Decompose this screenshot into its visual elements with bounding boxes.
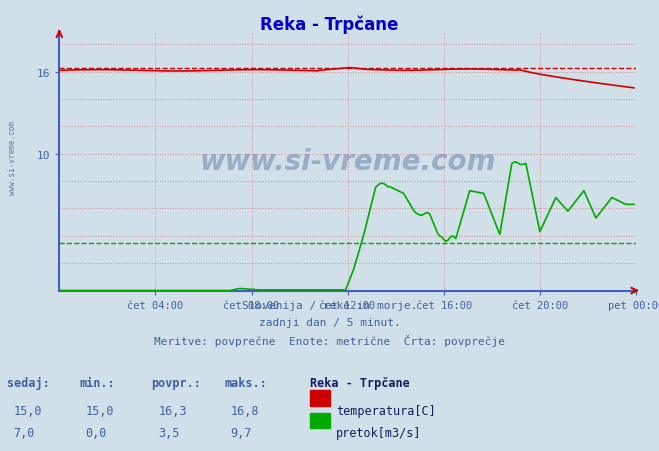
Text: min.:: min.: [79, 377, 115, 390]
Text: 3,5: 3,5 [158, 426, 179, 439]
Text: 16,3: 16,3 [158, 404, 186, 417]
Text: 15,0: 15,0 [86, 404, 114, 417]
Text: sedaj:: sedaj: [7, 377, 49, 390]
Text: maks.:: maks.: [224, 377, 267, 390]
Text: www.si-vreme.com: www.si-vreme.com [200, 147, 496, 175]
Text: 0,0: 0,0 [86, 426, 107, 439]
Text: 16,8: 16,8 [231, 404, 259, 417]
Text: pretok[m3/s]: pretok[m3/s] [336, 426, 422, 439]
Text: Reka - Trpčane: Reka - Trpčane [310, 377, 409, 390]
Text: 9,7: 9,7 [231, 426, 252, 439]
Text: Slovenija / reke in morje.: Slovenija / reke in morje. [242, 300, 417, 310]
Text: www.si-vreme.com: www.si-vreme.com [8, 121, 17, 195]
Text: povpr.:: povpr.: [152, 377, 202, 390]
Text: temperatura[C]: temperatura[C] [336, 404, 436, 417]
Text: Meritve: povprečne  Enote: metrične  Črta: povprečje: Meritve: povprečne Enote: metrične Črta:… [154, 334, 505, 346]
Text: 7,0: 7,0 [13, 426, 34, 439]
Text: 15,0: 15,0 [13, 404, 42, 417]
Text: zadnji dan / 5 minut.: zadnji dan / 5 minut. [258, 317, 401, 327]
Text: Reka - Trpčane: Reka - Trpčane [260, 16, 399, 34]
